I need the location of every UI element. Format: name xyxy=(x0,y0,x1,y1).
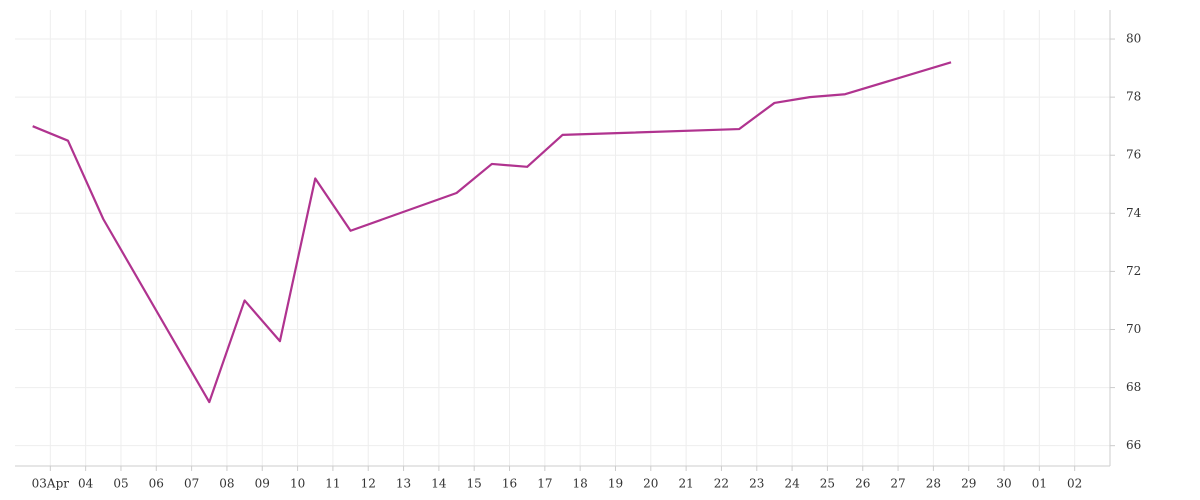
x-tick-label: 19 xyxy=(608,477,623,491)
y-tick-label: 80 xyxy=(1126,32,1141,46)
x-tick-label: 11 xyxy=(325,477,340,491)
line-series xyxy=(32,61,952,404)
x-tick-label: 28 xyxy=(926,477,941,491)
y-tick-label: 72 xyxy=(1126,264,1141,278)
x-tick-label: 10 xyxy=(290,477,305,491)
x-tick-label: 17 xyxy=(537,477,552,491)
x-tick-label: 24 xyxy=(784,477,800,491)
x-tick-label: 08 xyxy=(219,477,234,491)
y-tick-label: 70 xyxy=(1126,322,1141,336)
x-tick-label: 05 xyxy=(113,477,128,491)
x-tick-label: 04 xyxy=(78,477,94,491)
x-tick-label: 09 xyxy=(255,477,270,491)
y-tick-label: 68 xyxy=(1126,380,1141,394)
x-tick-label: 02 xyxy=(1067,477,1082,491)
x-tick-label: 23 xyxy=(749,477,764,491)
y-tick-label: 74 xyxy=(1126,206,1142,220)
x-tick-label: 21 xyxy=(678,477,693,491)
x-tick-label: 20 xyxy=(643,477,658,491)
x-tick-label: 07 xyxy=(184,477,199,491)
x-tick-label: 03Apr xyxy=(32,477,70,491)
x-tick-label: 06 xyxy=(149,477,164,491)
x-tick-label: 18 xyxy=(573,477,588,491)
x-tick-label: 27 xyxy=(890,477,905,491)
x-tick-label: 16 xyxy=(502,477,517,491)
x-tick-label: 22 xyxy=(714,477,729,491)
x-tick-label: 12 xyxy=(361,477,376,491)
x-tick-label: 30 xyxy=(996,477,1011,491)
y-tick-label: 66 xyxy=(1126,438,1141,452)
y-tick-label: 76 xyxy=(1126,148,1141,162)
x-tick-label: 29 xyxy=(961,477,976,491)
x-tick-label: 26 xyxy=(855,477,870,491)
x-tick-label: 14 xyxy=(431,477,447,491)
x-tick-label: 15 xyxy=(467,477,482,491)
x-tick-label: 25 xyxy=(820,477,835,491)
y-tick-label: 78 xyxy=(1126,90,1141,104)
x-tick-label: 01 xyxy=(1032,477,1047,491)
x-tick-label: 13 xyxy=(396,477,411,491)
